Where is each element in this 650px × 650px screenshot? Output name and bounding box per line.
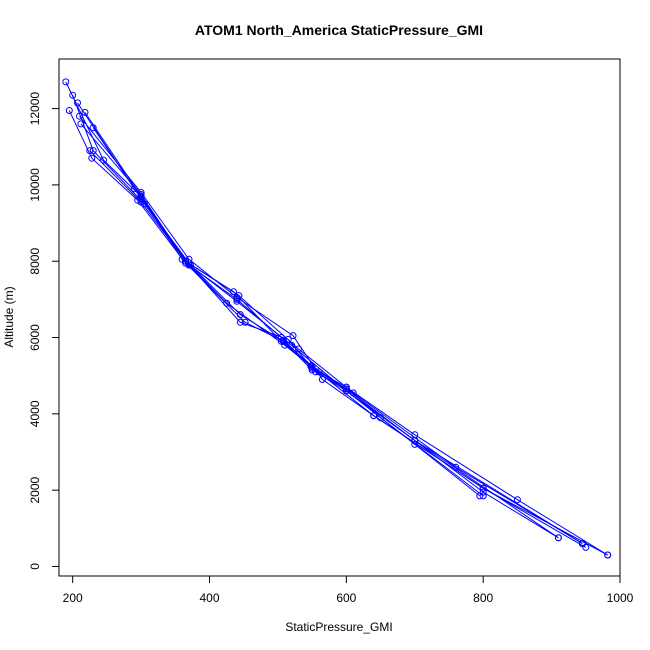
- data-point: [349, 389, 357, 397]
- plot-area: [62, 78, 612, 559]
- data-point: [223, 299, 231, 307]
- y-tick-label: 2000: [28, 476, 42, 503]
- y-tick-label: 8000: [28, 248, 42, 275]
- y-axis-label: Altitude (m): [2, 286, 16, 347]
- series-line-6: [80, 123, 608, 556]
- data-point: [65, 107, 73, 114]
- x-tick-label: 1000: [607, 591, 634, 605]
- x-tick-label: 800: [473, 591, 493, 605]
- data-point: [308, 362, 316, 370]
- data-point: [81, 108, 89, 116]
- series-line-2: [72, 95, 559, 539]
- series-line-8: [89, 150, 559, 539]
- data-point: [479, 488, 487, 496]
- data-point: [513, 496, 521, 504]
- data-point: [86, 147, 94, 155]
- plot-frame: [58, 58, 621, 577]
- data-point: [370, 412, 378, 420]
- data-point: [277, 337, 285, 345]
- data-point: [279, 337, 287, 345]
- data-point: [88, 154, 96, 162]
- data-point: [77, 120, 85, 128]
- chart-title: ATOM1 North_America StaticPressure_GMI: [195, 22, 483, 38]
- data-point: [236, 318, 244, 326]
- data-point: [479, 492, 487, 500]
- data-point: [578, 540, 586, 548]
- data-point: [236, 311, 244, 319]
- data-point: [554, 534, 562, 542]
- data-point: [318, 376, 326, 383]
- y-axis: 0 2000 4000 6000 8000 10000 12000: [28, 92, 59, 570]
- series-line-9: [92, 127, 583, 545]
- data-point: [295, 345, 302, 353]
- x-tick-label: 400: [199, 591, 219, 605]
- data-point: [230, 288, 237, 296]
- data-point: [604, 551, 612, 559]
- data-point: [137, 194, 145, 202]
- series-line-4: [77, 102, 608, 556]
- data-point: [186, 261, 194, 269]
- data-point: [241, 318, 249, 326]
- data-point: [233, 295, 241, 303]
- data-point: [74, 99, 81, 107]
- x-axis: 200 400 600 800 1000: [63, 576, 634, 605]
- data-point: [89, 124, 97, 132]
- y-tick-label: 4000: [28, 400, 42, 427]
- data-point: [411, 437, 419, 444]
- data-point: [76, 112, 83, 120]
- data-point: [235, 292, 243, 300]
- data-point: [284, 335, 292, 343]
- data-point: [100, 156, 107, 164]
- series-line-3: [68, 110, 583, 545]
- data-point: [315, 368, 323, 376]
- y-tick-label: 0: [28, 563, 42, 570]
- data-point: [342, 385, 350, 393]
- y-tick-label: 6000: [28, 324, 42, 351]
- y-tick-label: 10000: [28, 168, 42, 202]
- series-line-5: [79, 115, 587, 548]
- x-tick-label: 600: [336, 591, 356, 605]
- data-point: [479, 484, 487, 492]
- series-line-7: [84, 112, 484, 497]
- x-tick-label: 200: [63, 591, 83, 605]
- y-tick-label: 12000: [28, 92, 42, 126]
- data-point: [62, 78, 70, 86]
- data-point: [289, 332, 297, 340]
- data-point: [69, 91, 77, 99]
- x-axis-label: StaticPressure_GMI: [285, 620, 392, 634]
